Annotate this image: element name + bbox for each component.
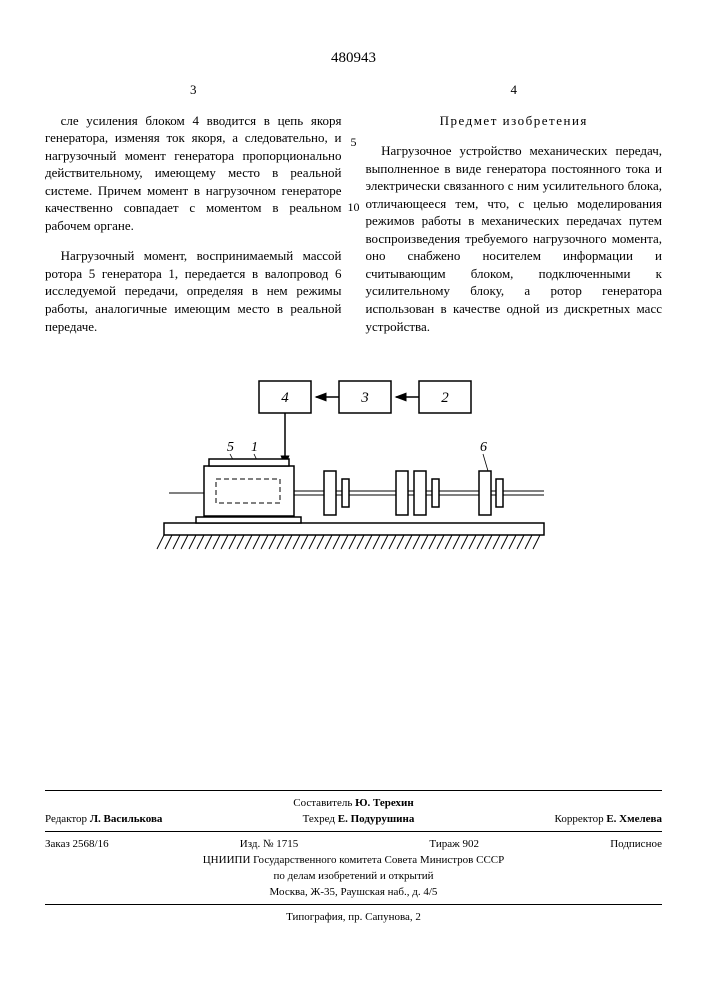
address-row: Москва, Ж-35, Раушская наб., д. 4/5 — [45, 884, 662, 900]
line-mark-10: 10 — [348, 200, 360, 215]
org-row-1: ЦНИИПИ Государственного комитета Совета … — [45, 852, 662, 868]
line-mark-5: 5 — [351, 135, 357, 150]
svg-text:6: 6 — [480, 440, 487, 455]
left-column: 3 сле усиления блоком 4 вводится в цепь … — [45, 81, 342, 343]
print-row: Заказ 2568/16 Изд. № 1715 Тираж 902 Подп… — [45, 836, 662, 852]
svg-text:4: 4 — [281, 390, 289, 406]
left-page-num: 3 — [45, 81, 342, 99]
document-number: 480943 — [45, 50, 662, 67]
imprint-footer: Составитель Ю. Терехин Редактор Л. Васил… — [45, 786, 662, 925]
subject-heading: Предмет изобретения — [366, 112, 663, 130]
left-para-2: Нагрузочный момент, воспринимаемый массо… — [45, 247, 342, 335]
right-para-1: Нагрузочное устройство механических пере… — [366, 142, 663, 335]
mechanical-diagram: 4 3 2 5 1 6 — [134, 371, 574, 591]
right-column: 4 Предмет изобретения Нагрузочное устрой… — [366, 81, 663, 343]
staff-row: Редактор Л. Василькова Техред Е. Подуруш… — [45, 811, 662, 827]
svg-text:1: 1 — [251, 440, 258, 455]
right-page-num: 4 — [366, 81, 663, 99]
svg-text:2: 2 — [441, 390, 449, 406]
compiler-row: Составитель Ю. Терехин — [45, 795, 662, 811]
org-row-2: по делам изобретений и открытий — [45, 868, 662, 884]
svg-text:3: 3 — [360, 390, 369, 406]
typography-row: Типография, пр. Сапунова, 2 — [45, 909, 662, 925]
left-para-1: сле усиления блоком 4 вводится в цепь як… — [45, 112, 342, 235]
svg-text:5: 5 — [227, 440, 234, 455]
